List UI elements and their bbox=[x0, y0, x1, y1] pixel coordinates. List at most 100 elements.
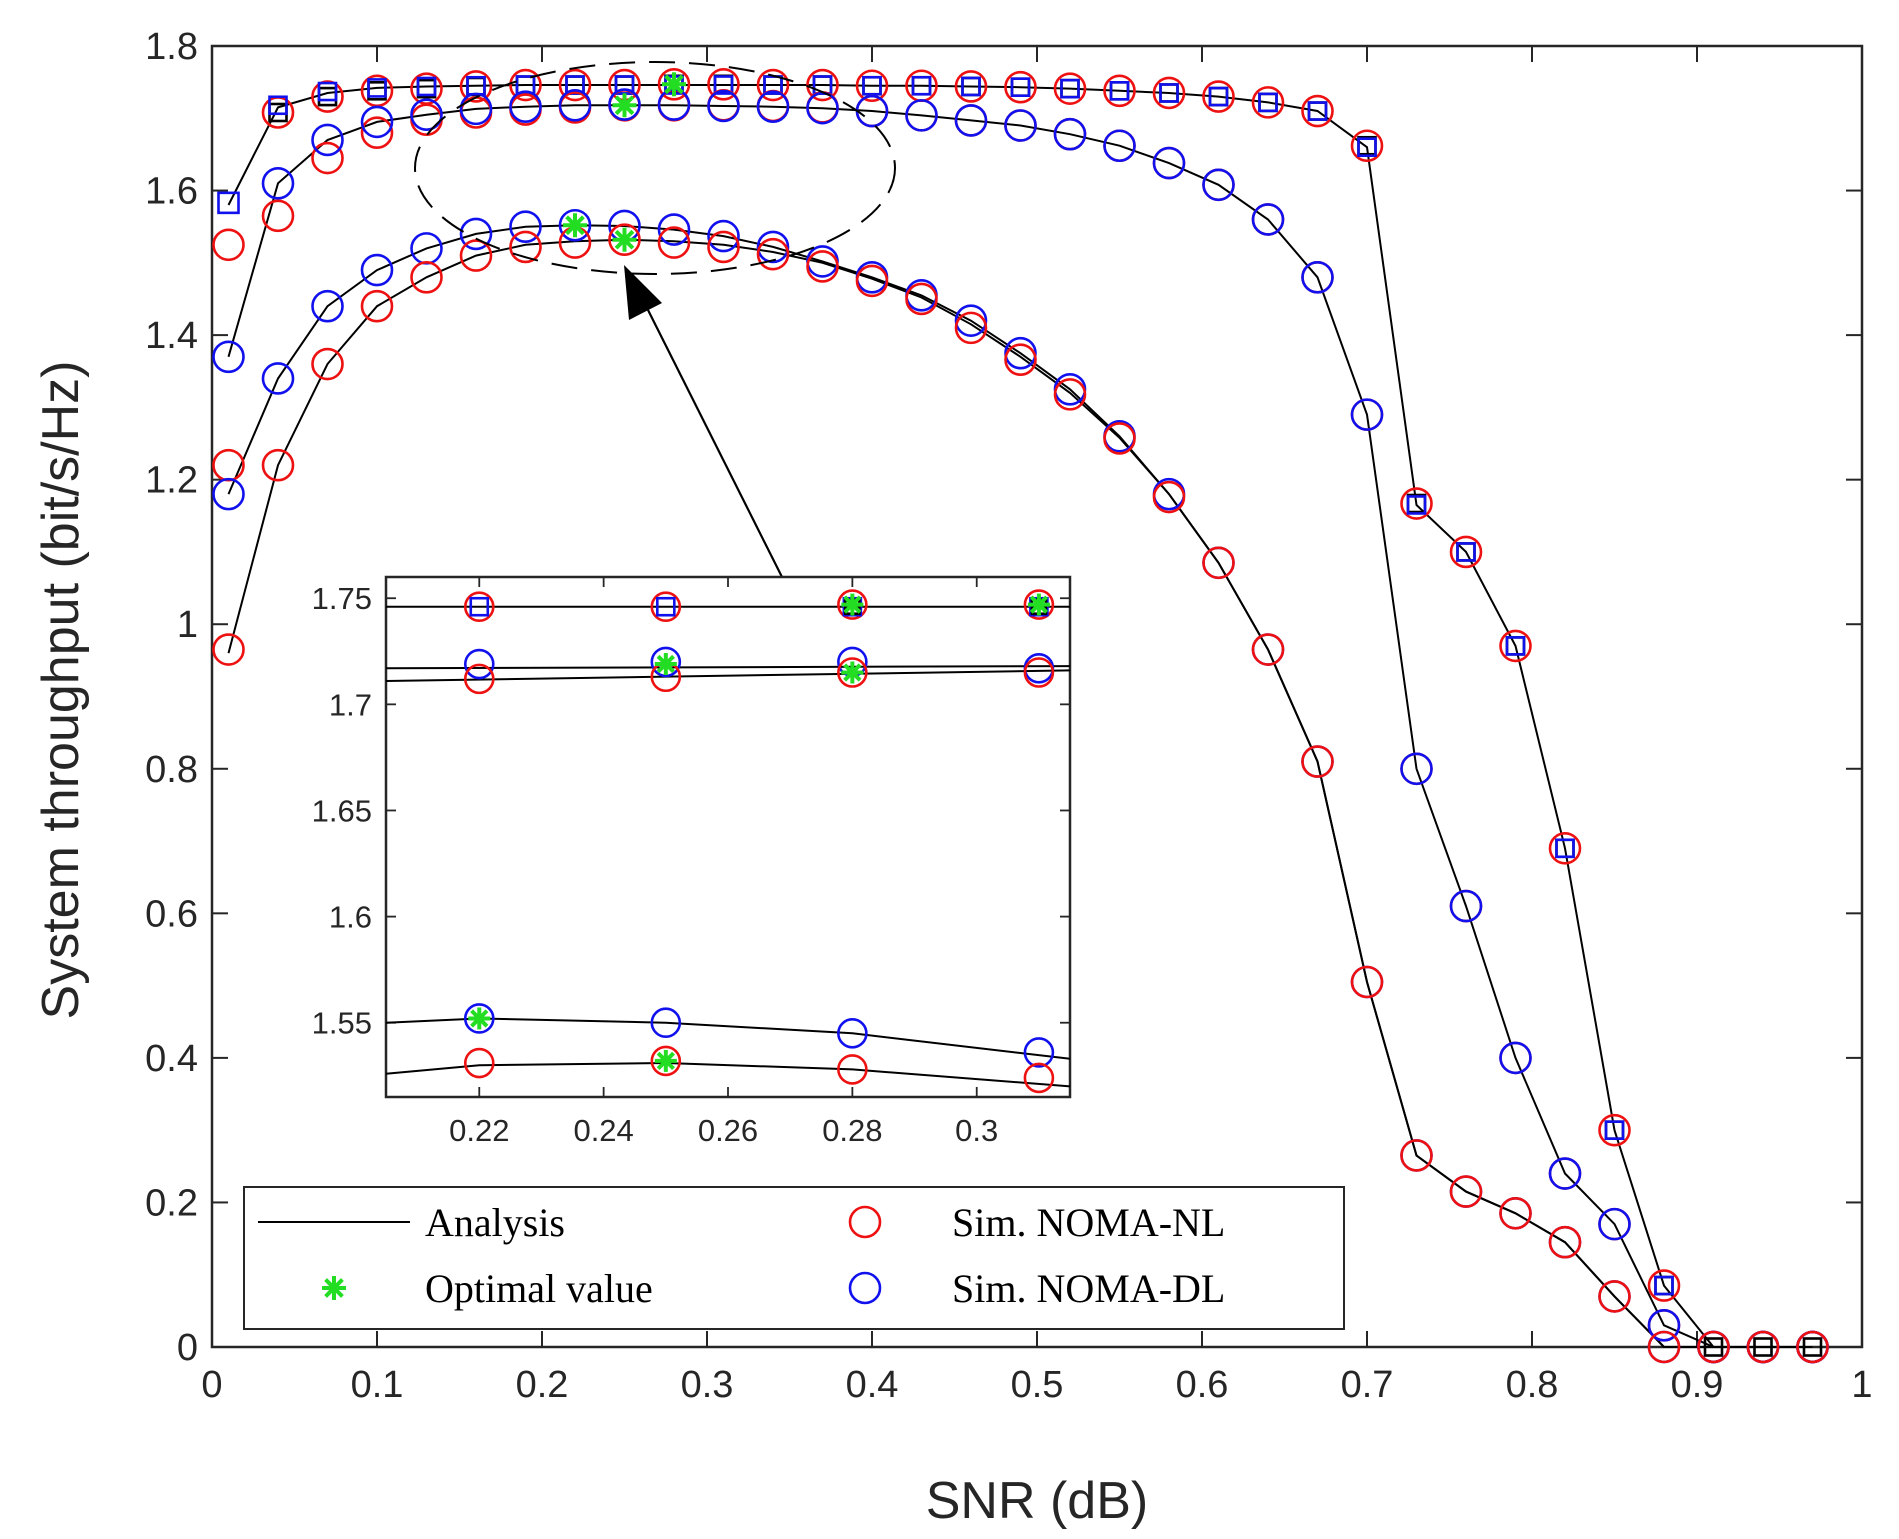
sim-noma-nl-marker bbox=[806, 68, 839, 102]
zoom-ellipse bbox=[414, 61, 896, 275]
sim-noma-nl-marker bbox=[1251, 86, 1285, 119]
sim-noma-dl-marker bbox=[1202, 168, 1235, 202]
sim-noma-dl-square-marker bbox=[1208, 86, 1229, 107]
inset-analysis-line bbox=[385, 665, 1071, 670]
sim-noma-dl-marker bbox=[1548, 1157, 1582, 1190]
sim-noma-nl-marker bbox=[212, 633, 245, 666]
sim-noma-dl-marker bbox=[261, 167, 295, 200]
sim-noma-dl-marker bbox=[1251, 203, 1285, 236]
sim-noma-nl-marker bbox=[855, 69, 889, 103]
inset-sim-noma-nl-marker bbox=[1023, 589, 1055, 620]
sim-noma-nl-marker bbox=[410, 260, 443, 294]
sim-noma-dl-marker bbox=[1152, 146, 1186, 180]
sim-noma-dl-square-marker bbox=[1654, 1275, 1674, 1296]
sim-noma-dl-marker bbox=[1301, 260, 1334, 294]
sim-noma-dl-marker bbox=[212, 340, 245, 374]
sim-noma-nl-marker bbox=[1400, 487, 1433, 520]
x-tick-label: 0.5 bbox=[1011, 1364, 1064, 1406]
x-tick-label: 0.1 bbox=[351, 1364, 404, 1406]
inset-sim-noma-dl-square-marker bbox=[656, 596, 676, 617]
sim-noma-dl-square-marker bbox=[862, 75, 882, 96]
sim-noma-nl-marker bbox=[360, 289, 394, 323]
analysis-line bbox=[227, 104, 1813, 1348]
sim-noma-dl-marker bbox=[608, 88, 641, 121]
inset-sim-noma-dl-marker bbox=[650, 1007, 682, 1039]
sim-noma-nl-marker bbox=[509, 68, 542, 102]
sim-noma-nl-marker bbox=[1202, 80, 1235, 113]
sim-noma-dl-square-marker bbox=[1604, 1120, 1625, 1140]
sim-noma-nl-marker bbox=[1004, 343, 1037, 376]
sim-noma-dl-marker bbox=[1647, 1309, 1681, 1342]
sim-noma-nl-marker bbox=[855, 264, 889, 298]
sim-noma-dl-marker bbox=[1053, 117, 1087, 151]
sim-noma-nl-marker bbox=[1499, 1196, 1532, 1230]
sim-noma-nl-marker bbox=[1647, 1330, 1681, 1364]
x-tick-label: 1 bbox=[1851, 1364, 1872, 1406]
inset-sim-noma-nl-marker bbox=[837, 589, 868, 620]
inset-sim-noma-nl-marker bbox=[463, 663, 495, 695]
y-tick-label: 1.4 bbox=[145, 315, 198, 357]
sim-noma-nl-marker bbox=[1598, 1113, 1631, 1147]
sim-noma-dl-marker bbox=[360, 253, 394, 287]
analysis-square-marker bbox=[1802, 1337, 1823, 1357]
inset-sim-noma-dl-marker bbox=[463, 648, 495, 680]
legend: Analysis Optimal value Sim. NOMA-NL Sim. NO… bbox=[243, 1186, 1345, 1330]
legend-label: Analysis bbox=[425, 1200, 565, 1245]
y-tick-label: 1.2 bbox=[145, 460, 198, 502]
sim-noma-nl-marker bbox=[1301, 94, 1334, 128]
inset-sim-noma-nl-marker bbox=[650, 1045, 682, 1077]
sim-noma-nl-marker bbox=[954, 70, 988, 103]
inset-x-tick-label: 0.28 bbox=[822, 1113, 882, 1148]
x-axis-title: SNR (dB) bbox=[926, 1472, 1148, 1530]
sim-noma-dl-square-marker bbox=[1307, 101, 1328, 121]
inset-sim-noma-dl-marker bbox=[1023, 1037, 1055, 1068]
sim-noma-dl-marker bbox=[1499, 1041, 1532, 1075]
x-tick-label: 0.2 bbox=[516, 1364, 569, 1406]
sim-noma-nl-marker bbox=[1152, 480, 1186, 514]
sim-noma-dl-square-marker bbox=[1060, 78, 1080, 99]
sim-noma-nl-marker bbox=[1004, 70, 1037, 104]
inset-sim-noma-dl-marker bbox=[463, 1003, 495, 1034]
sim-noma-dl-square-marker bbox=[713, 75, 734, 95]
y-tick-label: 1.6 bbox=[145, 171, 198, 213]
sim-noma-dl-square-marker bbox=[1258, 92, 1278, 113]
sim-noma-dl-marker bbox=[1004, 109, 1037, 142]
inset-sim-noma-dl-marker bbox=[837, 1018, 868, 1049]
inset-y-tick-label: 1.75 bbox=[312, 581, 372, 616]
sim-noma-nl-marker bbox=[954, 311, 988, 345]
sim-noma-dl-marker bbox=[311, 289, 344, 323]
sim-noma-nl-marker bbox=[756, 68, 790, 102]
sim-noma-dl-square-marker bbox=[1456, 542, 1476, 562]
sim-noma-dl-square-marker bbox=[911, 75, 932, 96]
sim-noma-dl-marker bbox=[410, 98, 443, 131]
sim-noma-nl-marker bbox=[1103, 74, 1136, 108]
sim-noma-nl-marker bbox=[707, 230, 740, 264]
optimal-value-marker bbox=[563, 213, 587, 238]
legend-circle-swatch bbox=[848, 1205, 882, 1239]
sim-noma-dl-square-marker bbox=[268, 95, 288, 116]
sim-noma-nl-marker bbox=[311, 347, 344, 381]
analysis-line bbox=[227, 84, 1813, 1348]
sim-noma-nl-marker bbox=[806, 250, 839, 283]
sim-noma-nl-marker bbox=[509, 230, 542, 264]
sim-noma-nl-marker bbox=[608, 223, 641, 257]
inset-optimal-value-marker bbox=[654, 653, 677, 676]
legend-label: Sim. NOMA-NL bbox=[952, 1200, 1225, 1245]
sim-noma-dl-marker bbox=[311, 123, 344, 157]
inset-sim-noma-dl-square-marker bbox=[469, 596, 490, 617]
sim-noma-dl-square-marker bbox=[416, 76, 437, 97]
sim-noma-dl-square-marker bbox=[1010, 77, 1031, 97]
sim-noma-dl-marker bbox=[954, 304, 988, 337]
sim-noma-dl-marker bbox=[1598, 1207, 1631, 1241]
optimal-value-marker bbox=[612, 227, 637, 252]
sim-noma-dl-marker bbox=[1350, 398, 1384, 431]
sim-noma-nl-marker bbox=[459, 239, 493, 272]
sim-noma-dl-marker bbox=[459, 217, 493, 251]
sim-noma-nl-marker bbox=[707, 68, 740, 101]
inset-sim-noma-nl-marker bbox=[463, 1047, 495, 1079]
inset-x-tick-label: 0.26 bbox=[698, 1113, 758, 1148]
sim-noma-dl-marker bbox=[1004, 336, 1037, 370]
legend-optimal-swatch bbox=[322, 1276, 346, 1300]
sim-noma-dl-marker bbox=[707, 89, 740, 123]
sim-noma-nl-marker bbox=[1647, 1269, 1681, 1302]
